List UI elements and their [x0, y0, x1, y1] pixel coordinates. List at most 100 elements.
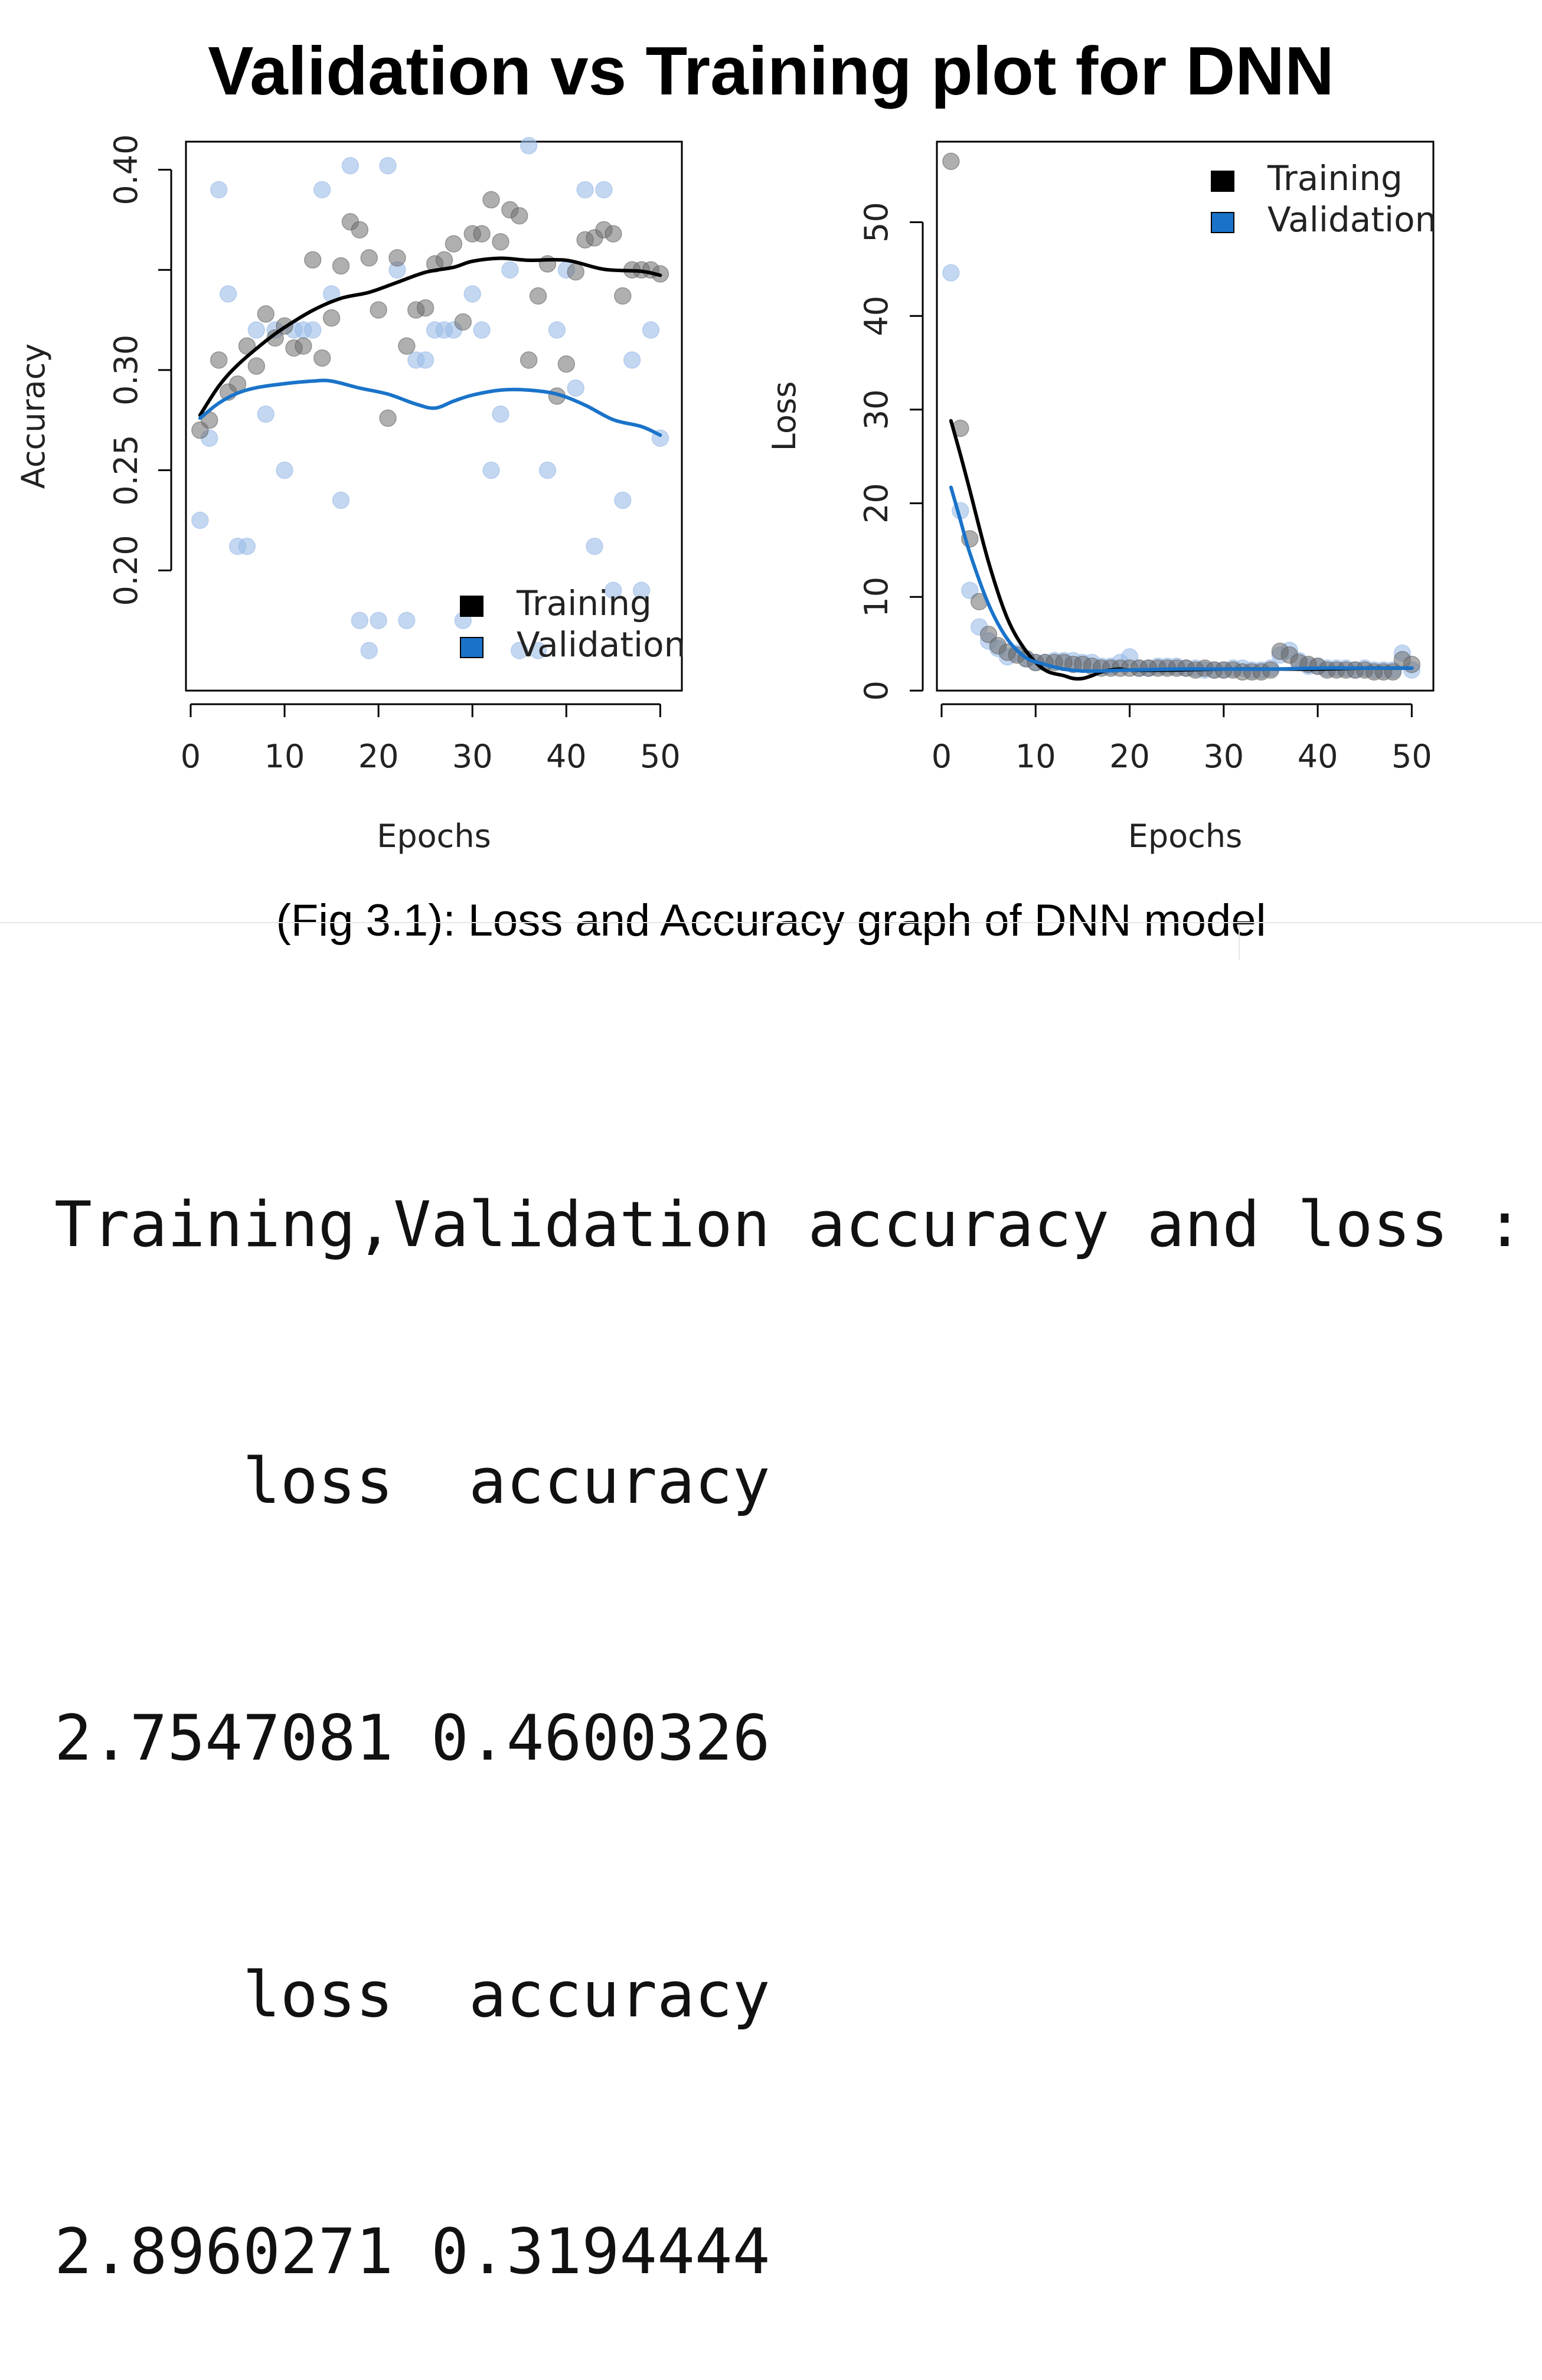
- validation-point: [238, 537, 256, 555]
- training-point: [605, 225, 622, 243]
- validation-point: [332, 491, 350, 509]
- y-tick-label: 10: [858, 577, 895, 617]
- training-point: [520, 351, 538, 369]
- validation-point: [473, 321, 491, 339]
- validation-point: [520, 137, 538, 155]
- plot-frame: [185, 140, 683, 692]
- validation-point: [463, 285, 481, 303]
- training-point: [567, 263, 584, 281]
- x-tick-label: 20: [1109, 738, 1150, 775]
- y-axis-label: Accuracy: [15, 344, 52, 489]
- validation-point: [247, 321, 266, 339]
- validation-point: [614, 491, 632, 509]
- validation-point: [642, 321, 660, 339]
- y-tick-label: 20: [858, 483, 895, 524]
- figure-caption: (Fig 3.1): Loss and Accuracy graph of DN…: [276, 895, 1266, 946]
- validation-point: [219, 285, 237, 303]
- validation-point: [511, 642, 528, 659]
- validation-point: [360, 642, 378, 659]
- training-point: [295, 337, 312, 355]
- x-tick-label: 40: [1298, 738, 1338, 775]
- y-tick-label: 30: [858, 390, 895, 430]
- x-tick-label: 10: [264, 738, 305, 775]
- console-line: Training,Validation accuracy and loss :: [54, 1188, 1524, 1261]
- training-trend-line: [949, 419, 1414, 681]
- training-point: [247, 357, 266, 375]
- validation-point: [605, 581, 622, 600]
- training-point: [1403, 655, 1421, 674]
- validation-point: [276, 461, 293, 479]
- validation-point: [492, 405, 509, 423]
- x-tick-label: 0: [181, 738, 201, 775]
- training-point: [210, 351, 228, 369]
- x-axis-label: Epochs: [1128, 818, 1242, 855]
- y-tick-label: 50: [858, 202, 895, 243]
- y-tick-label: 40: [858, 296, 895, 336]
- validation-point: [567, 379, 584, 397]
- console-line: loss accuracy: [54, 1959, 770, 2031]
- training-point: [257, 305, 275, 323]
- training-point: [454, 313, 472, 331]
- training-point: [445, 235, 463, 253]
- validation-point: [538, 461, 557, 479]
- validation-point: [961, 581, 979, 599]
- x-tick-label: 40: [546, 738, 587, 775]
- training-point: [388, 249, 406, 267]
- validation-point: [623, 351, 641, 369]
- validation-point: [576, 181, 594, 199]
- training-point: [979, 626, 998, 643]
- legend-swatch-validation: [460, 637, 483, 658]
- x-tick-label: 20: [358, 738, 399, 775]
- validation-point: [370, 612, 387, 629]
- loss-chart: 0 10 20 30 40 50 Epochs 0 10 20 30 40 50 Loss Training…: [766, 140, 1436, 855]
- validation-point: [341, 156, 360, 175]
- legend-label-training: Training: [516, 583, 652, 623]
- validation-trend-line: [949, 485, 1414, 673]
- training-point: [435, 251, 453, 269]
- validation-point: [942, 264, 960, 282]
- plot-frame: [936, 140, 1435, 692]
- validation-point: [398, 612, 416, 629]
- validation-point: [501, 261, 519, 279]
- validation-point: [595, 181, 613, 199]
- legend-label-training: Training: [1267, 158, 1403, 198]
- validation-point: [351, 612, 369, 629]
- training-point: [304, 251, 322, 269]
- validation-point: [257, 405, 275, 423]
- validation-point: [210, 181, 228, 199]
- training-trend-line: [198, 256, 662, 417]
- y-tick-label: 0: [858, 681, 895, 701]
- x-tick-label: 10: [1015, 738, 1056, 775]
- validation-point: [529, 642, 547, 659]
- training-point: [398, 337, 416, 355]
- y-tick-label: 0.20: [107, 535, 145, 606]
- x-tick-label: 30: [452, 738, 493, 775]
- validation-point: [482, 461, 500, 479]
- y-tick-label: 0.40: [107, 134, 145, 205]
- legend-label-validation: Validation: [1267, 200, 1436, 240]
- training-point: [360, 249, 378, 267]
- legend-swatch-training: [460, 596, 483, 617]
- training-point: [557, 355, 576, 373]
- training-point: [529, 287, 547, 305]
- training-point: [416, 299, 434, 317]
- training-point: [313, 349, 331, 367]
- training-point: [482, 191, 500, 209]
- x-tick-label: 50: [640, 738, 681, 775]
- caption-divider-tick: [1239, 924, 1240, 960]
- y-tick-label: 0.25: [107, 435, 145, 506]
- console-line: 2.7547081 0.4600326: [54, 1702, 770, 1774]
- training-point: [614, 287, 632, 305]
- training-point: [379, 409, 397, 427]
- console-line: loss accuracy: [54, 1445, 770, 1518]
- training-point: [942, 152, 960, 171]
- training-point: [332, 257, 350, 275]
- training-point: [492, 233, 509, 251]
- training-point: [511, 207, 528, 225]
- validation-point: [304, 321, 322, 339]
- legend-swatch-validation: [1211, 212, 1234, 233]
- legend-label-validation: Validation: [517, 625, 685, 665]
- x-axis-label: Epochs: [377, 818, 491, 855]
